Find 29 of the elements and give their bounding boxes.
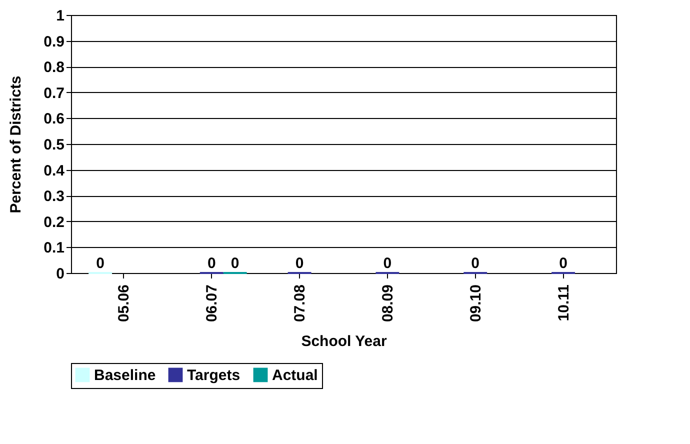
y-tick-label: 0 xyxy=(56,266,64,282)
y-axis-title: Percent of Districts xyxy=(8,76,25,214)
y-tick-label: 0.4 xyxy=(44,162,66,180)
y-tick-label: 0.5 xyxy=(44,136,64,154)
legend-label: Actual xyxy=(272,366,318,384)
data-label: 0 xyxy=(295,255,304,272)
y-tick-label: 0.2 xyxy=(44,214,64,231)
data-label: 0 xyxy=(207,255,216,272)
y-tick-label: 0.1 xyxy=(44,240,64,257)
data-label: 0 xyxy=(96,255,104,272)
x-tick-label: 10.11 xyxy=(555,284,572,322)
data-label: 0 xyxy=(471,255,480,272)
y-tick-label: 1 xyxy=(56,8,64,24)
x-axis-title: School Year xyxy=(301,333,387,350)
y-tick-label: 0.7 xyxy=(44,84,64,102)
x-tick-label: 07.08 xyxy=(292,284,309,322)
y-tick-label: 0.3 xyxy=(44,188,64,206)
x-tick-label: 09.10 xyxy=(467,284,484,322)
y-tick-label: 0.6 xyxy=(44,110,64,128)
x-tick-label: 08.09 xyxy=(379,284,396,322)
data-label: 0 xyxy=(559,255,568,272)
x-tick-label: 05.06 xyxy=(116,284,133,322)
y-tick-label: 0.8 xyxy=(44,59,64,76)
x-tick-label: 06.07 xyxy=(204,284,221,322)
data-label: 0 xyxy=(230,255,240,272)
y-tick-label: 0.9 xyxy=(44,33,64,50)
data-label: 0 xyxy=(383,255,392,272)
legend-label: Targets xyxy=(187,366,240,384)
legend-label: Baseline xyxy=(94,366,156,384)
